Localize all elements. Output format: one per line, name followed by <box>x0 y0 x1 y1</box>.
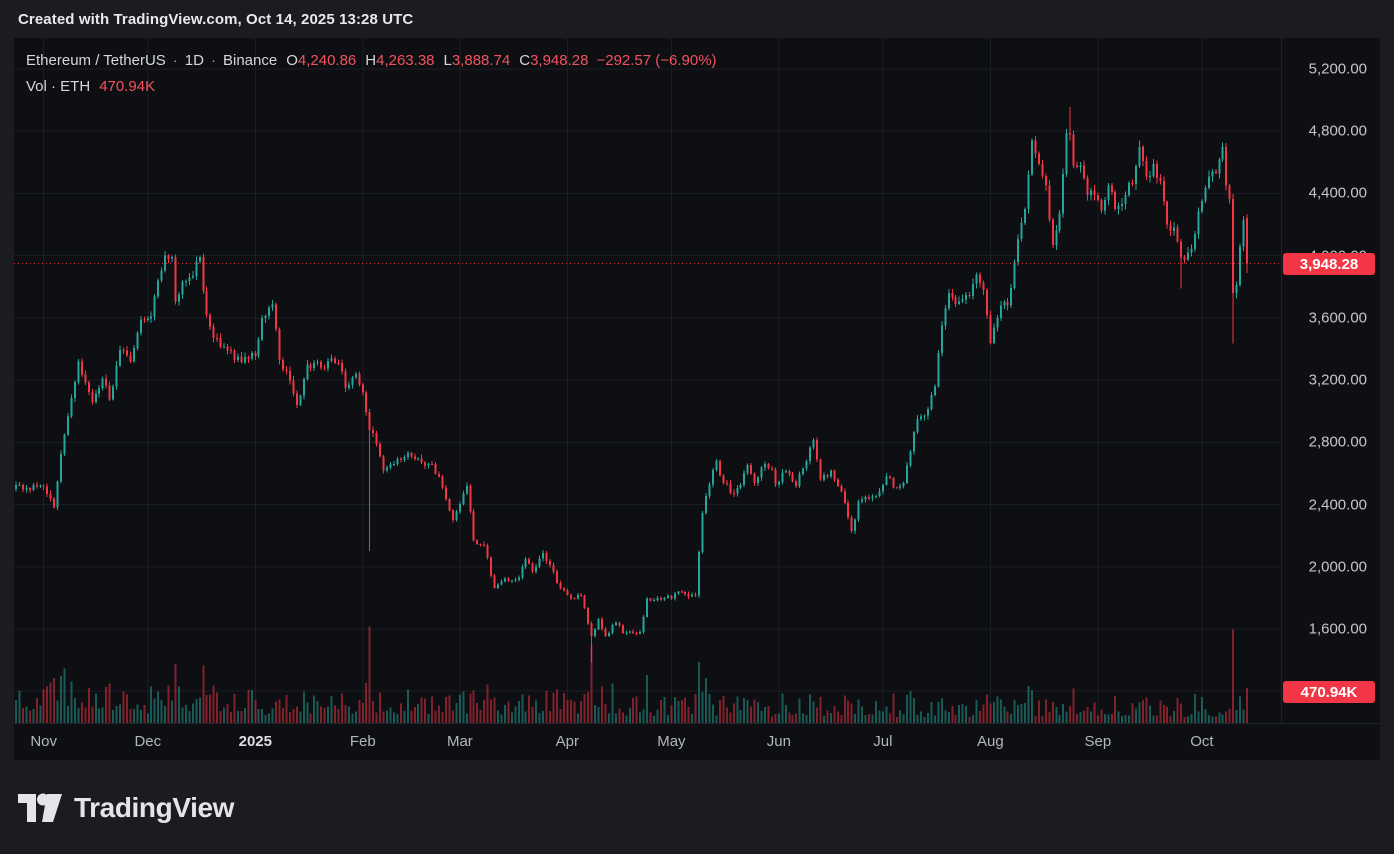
price-tick: 2,800.00 <box>1308 433 1367 451</box>
last-price-badge: 3,948.28 <box>1283 253 1375 275</box>
time-tick-month: Nov <box>30 733 58 750</box>
candlestick-layer <box>15 107 1248 663</box>
price-axis[interactable]: 5,200.004,800.004,400.004,000.003,600.00… <box>1281 38 1381 723</box>
chart-widget: Ethereum / TetherUS · 1D · Binance O4,240.86 H… <box>14 38 1380 760</box>
time-tick-month: Dec <box>134 733 162 750</box>
time-tick-month: Jul <box>873 733 893 750</box>
grid-layer <box>14 38 1281 723</box>
price-tick: 4,800.00 <box>1308 122 1367 140</box>
interval-label[interactable]: 1D <box>184 52 204 69</box>
time-tick-year: 2025 <box>238 733 272 750</box>
chart-legend: Ethereum / TetherUS · 1D · Binance O4,240.86 H… <box>26 48 717 100</box>
time-tick-month: Feb <box>349 733 376 750</box>
price-tick: 3,200.00 <box>1308 371 1367 389</box>
price-tick: 5,200.00 <box>1308 60 1367 78</box>
price-tick: 2,400.00 <box>1308 496 1367 514</box>
symbol-name[interactable]: Ethereum / TetherUS <box>26 52 166 69</box>
ohlc-high: H4,263.38 <box>365 52 435 69</box>
tradingview-logo-text: TradingView <box>74 792 235 823</box>
attribution-bar: Created with TradingView.com, Oct 14, 20… <box>0 0 1394 38</box>
volume-badge: 470.94K <box>1283 681 1375 703</box>
tradingview-logo[interactable]: TradingView <box>17 786 234 830</box>
time-tick-month: Sep <box>1084 733 1112 750</box>
ohlc-open: O4,240.86 <box>286 52 357 69</box>
time-tick-month: Jun <box>766 733 791 750</box>
separator: · <box>210 52 216 69</box>
attribution-text: Created with TradingView.com, Oct 14, 20… <box>18 10 414 28</box>
time-tick-month: Apr <box>555 733 579 750</box>
volume-label: Vol · ETH <box>26 78 91 95</box>
price-tick: 3,600.00 <box>1308 309 1367 327</box>
time-axis[interactable]: Nov Dec 2025 Feb Mar Apr May Jun Jul Aug Sep Oct <box>14 723 1380 761</box>
time-tick-month: Mar <box>446 733 473 750</box>
time-tick-month: May <box>657 733 686 750</box>
tradingview-logo-icon <box>18 793 62 822</box>
price-tick: 2,000.00 <box>1308 558 1367 576</box>
time-tick-month: Aug <box>977 733 1004 750</box>
separator: · <box>172 52 178 69</box>
change-value: −292.57 (−6.90%) <box>596 52 717 69</box>
price-tick: 1,600.00 <box>1308 620 1367 638</box>
time-tick-month: Oct <box>1190 733 1214 750</box>
price-tick: 4,400.00 <box>1308 184 1367 202</box>
ohlc-low: L3,888.74 <box>443 52 511 69</box>
ohlc-close: C3,948.28 <box>519 52 589 69</box>
chart-canvas[interactable] <box>14 38 1380 760</box>
legend-row-symbol: Ethereum / TetherUS · 1D · Binance O4,240.86 H… <box>26 48 717 74</box>
legend-row-volume: Vol · ETH 470.94K <box>26 74 717 100</box>
exchange-label: Binance <box>222 52 278 69</box>
volume-value: 470.94K <box>99 78 156 95</box>
volume-layer <box>15 626 1248 723</box>
